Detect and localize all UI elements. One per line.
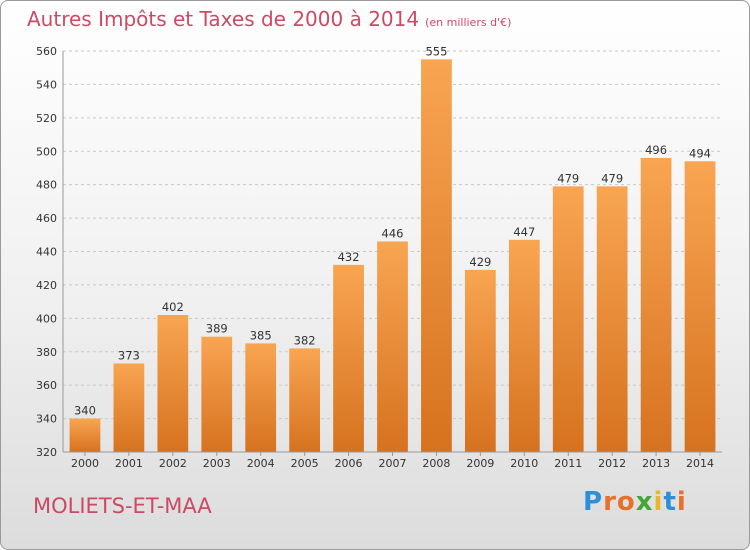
x-tick-label: 2000 [71, 457, 99, 470]
bar [69, 418, 101, 452]
logo-letter: t [663, 487, 677, 517]
bars: 340 373 402 389 385 382 432 446 555 429 447 479 479 4… [69, 44, 716, 453]
title-row: Autres Impôts et Taxes de 2000 à 2014 (en… [27, 7, 511, 31]
x-tick-label: 2006 [335, 457, 363, 470]
x-tick-label: 2013 [642, 457, 670, 470]
x-tick-label: 2001 [115, 457, 143, 470]
bar-value-label: 446 [382, 226, 404, 240]
x-axis: 2000 2001 2002 2003 2004 2005 2006 2007 2008 2009… [63, 451, 722, 470]
bar-value-label: 555 [425, 44, 447, 58]
y-tick-label: 420 [36, 279, 57, 292]
bar [333, 264, 364, 452]
y-tick-label: 560 [36, 45, 57, 58]
x-tick-label: 2009 [466, 457, 494, 470]
bar [552, 186, 584, 452]
x-tick-label: 2002 [159, 457, 187, 470]
y-tick-label: 440 [36, 246, 57, 259]
x-tick-label: 2005 [291, 457, 319, 470]
y-tick-label: 380 [36, 346, 57, 359]
chart-subtitle: (en milliers d'€) [425, 16, 512, 29]
bar [113, 363, 145, 452]
x-tick-label: 2010 [510, 457, 538, 470]
logo-letter: i [676, 487, 687, 517]
y-tick-label: 540 [36, 78, 57, 91]
chart-title: Autres Impôts et Taxes de 2000 à 2014 [27, 7, 420, 31]
bar [157, 314, 189, 452]
bar-value-label: 373 [118, 348, 140, 362]
bar [684, 161, 716, 452]
bar-value-label: 432 [338, 250, 360, 264]
x-tick-label: 2004 [247, 457, 275, 470]
bar-value-label: 340 [74, 404, 96, 418]
logo-letter: x [635, 487, 654, 517]
y-tick-label: 340 [36, 413, 57, 426]
x-tick-label: 2011 [554, 457, 582, 470]
x-tick-label: 2008 [422, 457, 450, 470]
bar [508, 239, 540, 452]
bar-value-label: 479 [557, 171, 579, 185]
y-tick-label: 500 [36, 145, 57, 158]
x-tick-label: 2014 [686, 457, 714, 470]
logo-letter: r [603, 487, 617, 517]
bar [596, 186, 628, 452]
bar [464, 269, 496, 452]
bar-value-label: 496 [645, 143, 667, 157]
y-axis: 320 340 360 380 400 420 440 460 480 500 520 540 560 [36, 45, 64, 459]
bar-value-label: 479 [601, 171, 623, 185]
place-name: MOLIETS-ET-MAA [33, 494, 212, 518]
x-tick-label: 2012 [598, 457, 626, 470]
logo-letter: i [653, 487, 664, 517]
y-tick-label: 360 [36, 379, 57, 392]
bar [289, 348, 321, 452]
bar-value-label: 494 [689, 146, 711, 160]
bar-value-label: 389 [206, 322, 228, 336]
bar [377, 241, 408, 452]
y-tick-label: 520 [36, 112, 57, 125]
y-tick-label: 480 [36, 179, 57, 192]
bar-value-label: 382 [294, 333, 316, 347]
logo-letter: o [616, 487, 636, 517]
bar-value-label: 385 [250, 328, 272, 342]
bar-value-label: 429 [469, 255, 491, 269]
bar [640, 157, 672, 452]
proxiti-logo: Proxiti [583, 487, 687, 517]
y-tick-label: 320 [36, 446, 57, 459]
bar [201, 336, 233, 452]
y-tick-label: 400 [36, 312, 57, 325]
bar [245, 343, 277, 452]
x-tick-label: 2007 [379, 457, 407, 470]
bar-value-label: 402 [162, 300, 184, 314]
logo-letter: P [583, 487, 604, 517]
x-tick-label: 2003 [203, 457, 231, 470]
bar [421, 59, 452, 453]
bar-value-label: 447 [513, 225, 535, 239]
y-tick-label: 460 [36, 212, 57, 225]
